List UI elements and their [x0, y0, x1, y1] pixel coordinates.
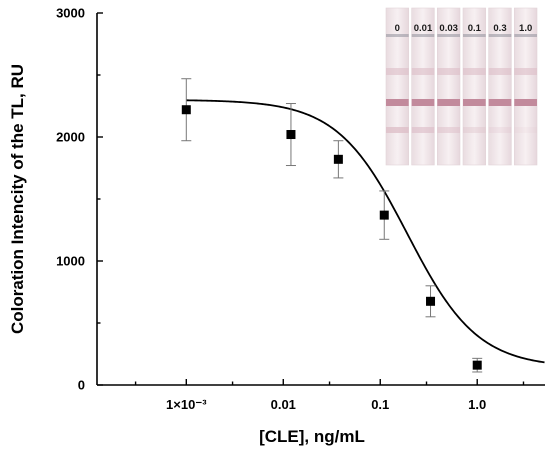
strip-concentration-label: 1.0 — [519, 23, 532, 34]
strip-concentration-label: 0.03 — [439, 23, 458, 34]
strip-faint-band — [463, 68, 486, 75]
test-strip — [411, 7, 435, 166]
inset-background — [383, 8, 540, 165]
y-axis-title: Coloration Intencity of the TL, RU — [8, 64, 27, 334]
strip-concentration-label: 0 — [395, 23, 400, 34]
strip-concentration-label: 0.01 — [414, 23, 433, 34]
strip-top-edge — [488, 34, 512, 37]
data-point — [286, 130, 296, 140]
data-point — [426, 296, 436, 306]
strip-faint-band — [437, 68, 460, 75]
test-strip — [462, 7, 486, 166]
strip-concentration-label: 0.1 — [468, 23, 482, 34]
test-line — [463, 127, 486, 133]
strip-faint-band — [514, 68, 537, 75]
data-point — [181, 105, 191, 115]
y-tick-label: 3000 — [56, 6, 85, 21]
strip-faint-band — [386, 68, 409, 75]
strip-top-edge — [437, 34, 460, 37]
test-strip — [514, 7, 538, 166]
strip-top-edge — [386, 34, 409, 37]
y-tick-label: 0 — [78, 378, 85, 393]
strip-faint-band — [488, 68, 512, 75]
control-line — [488, 99, 512, 106]
strip-top-edge — [411, 34, 435, 37]
x-tick-label: 0.1 — [371, 397, 389, 412]
test-line — [514, 127, 537, 133]
data-point — [379, 210, 389, 220]
test-line — [437, 127, 460, 133]
test-strip — [437, 7, 461, 166]
test-strip — [488, 7, 512, 166]
test-line — [386, 127, 409, 133]
x-tick-label: 1×10⁻³ — [166, 397, 207, 412]
control-line — [463, 99, 486, 106]
strip-top-edge — [514, 34, 537, 37]
control-line — [514, 99, 537, 106]
fit-curve — [186, 99, 545, 364]
test-line — [411, 127, 435, 133]
data-point — [472, 360, 482, 370]
strip-faint-band — [411, 68, 435, 75]
y-tick-label: 1000 — [56, 254, 85, 269]
x-axis-title: [CLE], ng/mL — [259, 427, 365, 446]
test-strip — [385, 7, 409, 166]
test-strip-inset: 0 0.01 0.03 0.1 0.3 1.0 — [383, 7, 540, 166]
plot-area: 0 1000 2000 3000 1×10⁻³ 0.01 0.1 1.0 — [56, 6, 545, 412]
strip-top-edge — [463, 34, 486, 37]
control-line — [411, 99, 435, 106]
control-line — [386, 99, 409, 106]
control-line — [437, 99, 460, 106]
x-tick-label: 1.0 — [468, 397, 486, 412]
data-point — [333, 154, 343, 164]
y-tick-label: 2000 — [56, 130, 85, 145]
x-tick-label: 0.01 — [271, 397, 296, 412]
test-line — [488, 127, 512, 133]
strip-concentration-label: 0.3 — [493, 23, 506, 34]
